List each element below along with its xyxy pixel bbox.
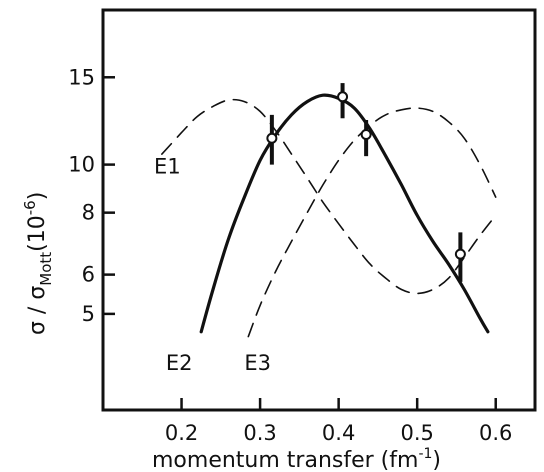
data-point xyxy=(360,129,372,141)
x-tick-label: 0.6 xyxy=(479,421,512,445)
measurement-group xyxy=(266,83,466,282)
plot-frame xyxy=(101,8,537,412)
curve-label-e3: E3 xyxy=(244,351,271,375)
curve-label-e1: E1 xyxy=(154,154,181,178)
x-tick-label: 0.4 xyxy=(322,421,355,445)
y-axis-title: σ / σMott(10-6) xyxy=(21,192,55,335)
data-point xyxy=(454,248,466,260)
x-axis-title: momentum transfer (fm-1) xyxy=(152,446,441,472)
tick-group: 0.2 0.3 0.4 0.5 0.6 5 6 8 10 15 xyxy=(68,65,512,445)
data-point xyxy=(266,132,278,144)
y-tick-label: 5 xyxy=(82,302,95,326)
x-tick-label: 0.2 xyxy=(165,421,198,445)
x-tick-label: 0.3 xyxy=(243,421,276,445)
data-point xyxy=(337,91,349,103)
y-tick-label: 15 xyxy=(68,65,95,89)
y-tick-label: 6 xyxy=(82,263,95,287)
x-tick-label: 0.5 xyxy=(400,421,433,445)
y-tick-label: 10 xyxy=(68,153,95,177)
curve-label-group: E1 E2 E3 xyxy=(154,154,271,375)
series-line-e1 xyxy=(161,98,497,295)
curve-label-e2: E2 xyxy=(166,351,193,375)
series-line-e3 xyxy=(247,107,497,338)
series-line-e2 xyxy=(199,93,490,334)
curve-group xyxy=(161,93,497,338)
y-tick-label: 8 xyxy=(82,201,95,225)
